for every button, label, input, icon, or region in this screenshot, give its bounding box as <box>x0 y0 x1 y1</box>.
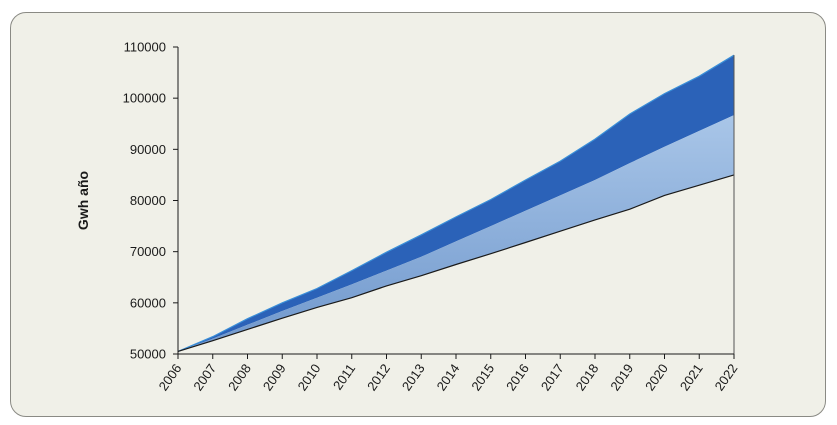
labels-layer: 50000 60000 70000 80000 90000 100000 110000 200… <box>75 40 740 394</box>
x-tick-label: 2008 <box>225 361 254 393</box>
y-tick-label: 80000 <box>130 193 166 208</box>
x-tick-label: 2018 <box>573 361 602 393</box>
x-tick-label: 2012 <box>364 361 393 393</box>
area-layer <box>178 55 734 354</box>
y-tick-label: 70000 <box>130 244 166 259</box>
axes-layer <box>173 47 734 359</box>
x-tick-label: 2021 <box>677 361 706 393</box>
x-tick-label: 2020 <box>642 361 671 393</box>
x-tick-label: 2019 <box>607 361 636 393</box>
x-tick-label: 2006 <box>156 361 185 393</box>
y-axis-label: Gwh año <box>75 171 91 230</box>
y-tick-label: 50000 <box>130 347 166 362</box>
x-tick-label: 2017 <box>538 361 567 393</box>
x-tick-label: 2014 <box>434 361 463 393</box>
y-tick-label: 90000 <box>130 142 166 157</box>
y-tick-label: 60000 <box>130 295 166 310</box>
x-tick-label: 2013 <box>399 361 428 393</box>
y-tick-label: 100000 <box>123 91 166 106</box>
x-tick-label: 2011 <box>330 361 358 393</box>
x-tick-label: 2009 <box>260 361 289 393</box>
x-tick-label: 2007 <box>190 361 219 393</box>
x-tick-label: 2015 <box>468 361 497 393</box>
x-tick-label: 2016 <box>503 361 532 393</box>
upper-band-area <box>178 55 734 351</box>
x-tick-label: 2010 <box>295 361 324 393</box>
x-tick-label: 2022 <box>712 361 741 393</box>
y-tick-label: 110000 <box>124 40 166 55</box>
upper-series-line <box>178 55 734 351</box>
